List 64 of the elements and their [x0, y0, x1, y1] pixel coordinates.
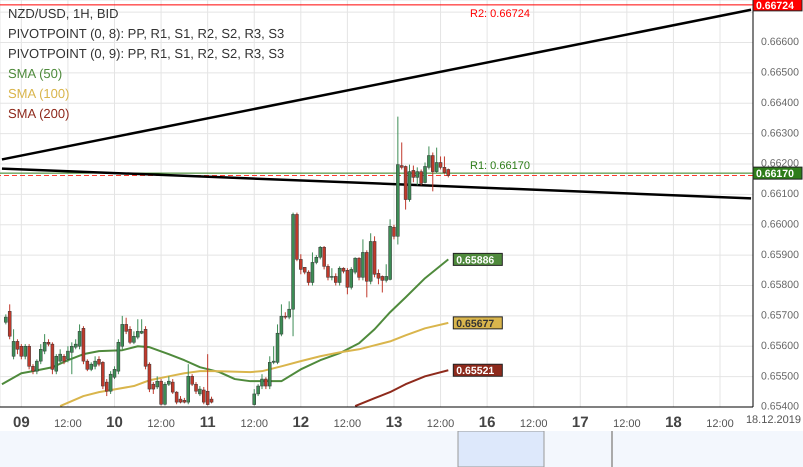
candlestick	[416, 166, 420, 186]
x-tick-label: 12	[292, 414, 310, 431]
candlestick	[434, 147, 438, 174]
candlestick	[330, 268, 334, 281]
x-tick-label: 16	[478, 414, 496, 431]
y-tick-label: 0.65400	[761, 400, 800, 413]
candlestick	[338, 266, 342, 286]
text: NZD/USD, 1H, BID	[8, 5, 120, 23]
x-tick-label: 18	[665, 414, 682, 431]
ref-line-label: R1: 0.66170	[470, 160, 530, 172]
x-tick-label: 11	[200, 414, 216, 431]
x-tick-label: 12:00	[706, 418, 734, 430]
text: SMA (50)	[8, 65, 64, 83]
text: 18.12.2019	[746, 414, 801, 426]
y-tick-label: 0.66500	[761, 66, 800, 79]
candlestick	[419, 168, 423, 186]
candlestick	[442, 156, 446, 175]
candlestick	[27, 344, 31, 370]
candlestick	[132, 330, 136, 345]
x-tick-label: 12:00	[334, 418, 362, 430]
y-tick-label: 0.65500	[761, 370, 800, 382]
x-tick-label: 10	[106, 414, 123, 431]
y-tick-label: 0.66000	[761, 218, 800, 230]
y-tick-label: 0.65600	[761, 340, 800, 352]
text: SMA (200)	[8, 105, 70, 123]
y-tick-label: 0.66400	[761, 96, 800, 109]
y-tick-label: 0.66300	[761, 127, 800, 140]
line-series	[59, 322, 450, 407]
data-label: 0.65886	[456, 254, 494, 266]
ref-line-label: R2: 0.66724	[470, 8, 530, 20]
candlestick	[159, 378, 163, 406]
y-tick-label: 0.65900	[761, 248, 800, 261]
y-tick-label: 0.65800	[761, 279, 800, 292]
y-tick-label: 0.66100	[761, 188, 800, 200]
x-tick-label: 12:00	[147, 418, 175, 430]
x-tick-label: 13	[386, 414, 402, 431]
text: 0.66170	[756, 168, 794, 180]
line-series	[0, 258, 450, 386]
candlestick	[70, 342, 74, 375]
candlestick	[310, 252, 314, 286]
candlestick	[20, 344, 24, 360]
candlestick	[136, 318, 140, 340]
y-tick-label: 0.65700	[761, 310, 800, 322]
candlestick	[108, 370, 112, 394]
x-tick-label: 12:00	[426, 418, 454, 430]
candlestick	[346, 268, 350, 295]
annotation: PIVOTPOINT (0, 8): PP, R1, S1, R2, S2, R3, S3	[8, 25, 284, 43]
text: SMA (100)	[8, 85, 70, 103]
y-tick-label: 0.66600	[761, 36, 800, 48]
data-label: 0.65677	[456, 318, 494, 330]
candlestick	[431, 152, 435, 192]
x-tick-label: 12:00	[613, 418, 641, 430]
line-series	[354, 369, 450, 407]
x-tick-label: 09	[13, 414, 30, 431]
x-tick-label: 12:00	[520, 418, 548, 430]
candlestick	[62, 354, 66, 365]
candlestick	[206, 354, 210, 406]
data-label: 0.65521	[456, 365, 494, 378]
text: 0.66724	[756, 0, 794, 12]
candlestick	[93, 356, 97, 370]
annotation: PIVOTPOINT (0, 9): PP, R1, S1, R2, S2, R3, S3	[8, 45, 284, 63]
x-tick-label: 12:00	[54, 418, 82, 430]
x-tick-label: 17	[572, 414, 589, 431]
x-tick-label: 12:00	[240, 418, 268, 430]
